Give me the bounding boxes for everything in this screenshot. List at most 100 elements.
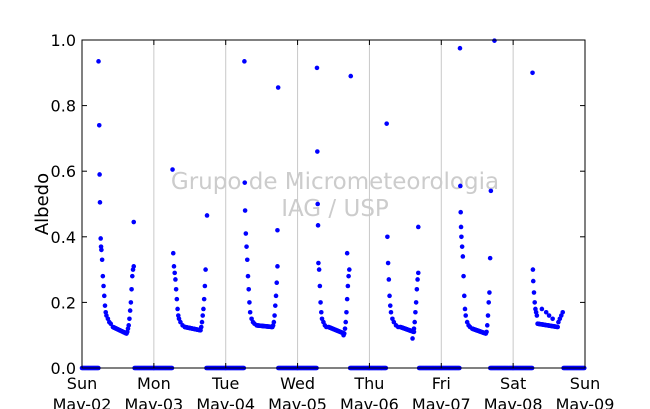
data-point	[460, 254, 466, 259]
x-tick-label-day: Mon	[137, 374, 171, 393]
data-point	[391, 319, 397, 325]
data-point	[530, 70, 535, 76]
data-point	[344, 250, 350, 256]
y-axis-label: Albedo	[32, 173, 53, 235]
data-point	[459, 244, 465, 249]
data-point	[131, 219, 137, 225]
data-point	[126, 323, 132, 328]
x-tick-label-date: Mav-04	[196, 395, 255, 409]
x-tick-label-day: Tue	[211, 374, 239, 393]
data-point	[485, 313, 491, 318]
data-point	[127, 308, 133, 313]
x-tick-label-day: Sat	[500, 374, 526, 393]
data-point	[242, 59, 247, 64]
data-point	[173, 277, 178, 282]
watermark: Grupo de Micrometeorologia IAG / USP	[171, 169, 499, 222]
data-point	[175, 306, 180, 312]
x-tick-label-day: Thu	[353, 374, 384, 393]
data-point	[484, 323, 490, 328]
y-tick-label: 0.8	[51, 97, 76, 116]
data-point	[463, 313, 469, 318]
data-point	[387, 293, 392, 299]
data-point	[178, 319, 183, 325]
y-axis: 0.0 0.2 0.4 0.6 0.8 1.0	[51, 31, 585, 378]
data-point	[342, 326, 348, 331]
data-point	[243, 231, 249, 236]
data-point	[128, 300, 134, 305]
x-tick-label-date: Mav-09	[556, 395, 615, 409]
data-point	[318, 300, 323, 305]
x-tick-label-date: Mav-06	[340, 395, 399, 409]
data-point	[198, 324, 204, 330]
data-point	[415, 270, 421, 276]
data-point	[315, 149, 320, 154]
data-point	[487, 255, 493, 261]
data-point	[343, 319, 349, 325]
watermark-line-1: Grupo de Micrometeorologia	[171, 169, 499, 195]
x-tick-label-day: Fri	[432, 374, 451, 393]
data-point	[96, 59, 101, 64]
data-point	[344, 309, 349, 315]
data-point	[534, 313, 540, 318]
data-point	[247, 309, 253, 315]
data-point	[539, 306, 545, 312]
data-point	[275, 85, 281, 90]
data-point	[532, 300, 537, 305]
data-point	[99, 257, 105, 263]
x-tick-label-date: Mav-03	[124, 395, 183, 409]
data-point	[247, 300, 252, 305]
data-point	[172, 270, 177, 276]
data-point	[388, 309, 394, 315]
x-tick-label-day: Wed	[280, 374, 315, 393]
data-point	[415, 224, 421, 230]
data-point	[201, 296, 207, 302]
data-point	[244, 257, 250, 263]
data-point	[96, 122, 102, 128]
data-point	[127, 316, 132, 322]
y-tick-label: 1.0	[51, 31, 76, 50]
data-point	[386, 277, 392, 282]
data-point	[347, 267, 352, 272]
data-point	[200, 313, 206, 318]
watermark-line-2: IAG / USP	[281, 196, 389, 222]
data-point	[314, 65, 320, 71]
data-point	[531, 290, 537, 295]
data-point	[272, 303, 278, 308]
data-point	[486, 300, 492, 305]
data-point	[415, 277, 420, 282]
data-point	[203, 267, 208, 272]
data-point	[99, 247, 104, 253]
x-tick-label-day: Sun	[67, 374, 97, 393]
x-tick-label-date: Mav-05	[268, 395, 327, 409]
data-point	[461, 273, 466, 279]
data-point	[97, 200, 103, 205]
y-tick-label: 0.6	[51, 162, 76, 181]
data-point	[462, 306, 468, 312]
data-point	[488, 188, 494, 194]
data-point	[461, 293, 467, 299]
data-point	[129, 286, 134, 292]
data-point	[242, 208, 248, 213]
data-point	[204, 213, 210, 218]
data-point	[170, 167, 175, 172]
data-point	[242, 180, 248, 185]
data-point	[174, 296, 180, 302]
data-point	[385, 260, 391, 266]
data-point	[274, 280, 280, 286]
data-point	[272, 313, 277, 318]
data-point	[315, 201, 320, 207]
data-point	[387, 303, 393, 308]
plot-frame	[81, 39, 586, 369]
data-point	[410, 336, 415, 341]
data-point	[411, 329, 417, 335]
x-tick-label-date: Mav-07	[412, 395, 471, 409]
data-point	[344, 296, 350, 302]
data-point	[560, 309, 566, 315]
data-point	[550, 316, 555, 322]
data-point	[271, 319, 277, 325]
data-point	[346, 273, 351, 279]
data-point	[315, 223, 321, 228]
data-point	[275, 227, 280, 233]
